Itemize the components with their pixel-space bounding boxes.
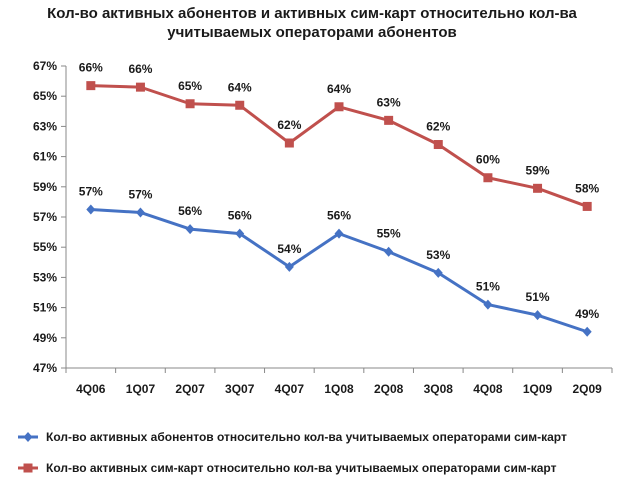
- series-1-point: [533, 310, 543, 321]
- y-tick-label: 57%: [33, 210, 57, 224]
- series-1-data-label: 53%: [426, 248, 450, 262]
- y-tick-label: 67%: [33, 59, 57, 73]
- chart-title-line-2: учитываемых операторами абонентов: [167, 24, 457, 41]
- series-1-point: [384, 246, 394, 257]
- series-2-data-label: 58%: [575, 181, 599, 195]
- y-tick-label: 59%: [33, 180, 57, 194]
- x-tick-label: 4Q06: [76, 382, 106, 396]
- y-tick-label: 55%: [33, 240, 57, 254]
- series-2-data-label: 62%: [277, 118, 301, 132]
- series-1-data-label: 54%: [277, 242, 301, 256]
- y-tick-label: 53%: [33, 270, 57, 284]
- series-1-point: [135, 207, 145, 218]
- chart-title: Кол-во активных абонентов и активных сим…: [0, 4, 624, 42]
- x-tick-label: 1Q07: [126, 382, 156, 396]
- series-1-point: [284, 261, 294, 272]
- x-tick-label: 2Q07: [175, 382, 205, 396]
- series-2-data-label: 66%: [128, 62, 152, 76]
- series-1-data-label: 51%: [476, 280, 500, 294]
- series-2-data-label: 66%: [79, 61, 103, 75]
- series-2-point: [185, 99, 195, 109]
- series-1-data-label: 57%: [79, 184, 103, 198]
- chart-title-line-1: Кол-во активных абонентов и активных сим…: [47, 5, 577, 22]
- series-2-point: [483, 173, 493, 183]
- series-2-data-label: 64%: [327, 82, 351, 96]
- x-tick-label: 3Q07: [225, 382, 255, 396]
- series-2-point: [582, 201, 592, 211]
- series-2-point: [384, 115, 394, 125]
- y-tick-label: 61%: [33, 150, 57, 164]
- series-2-data-label: 62%: [426, 120, 450, 134]
- x-tick-label: 4Q08: [473, 382, 503, 396]
- series-2-data-label: 64%: [228, 80, 252, 94]
- series-2-point: [334, 102, 344, 112]
- series-2-point: [86, 81, 96, 91]
- series-1-data-label: 56%: [228, 209, 252, 223]
- series-2-point: [135, 82, 145, 92]
- series-2-data-label: 63%: [377, 95, 401, 109]
- series-1-point: [235, 228, 245, 239]
- y-tick-label: 65%: [33, 89, 57, 103]
- series-2-data-label: 65%: [178, 79, 202, 93]
- series-2-point: [433, 140, 443, 150]
- series-1-data-label: 57%: [128, 187, 152, 201]
- legend-1-label: Кол-во активных абонентов относительно к…: [46, 430, 567, 444]
- x-tick-label: 2Q08: [374, 382, 404, 396]
- series-1-data-label: 56%: [178, 204, 202, 218]
- y-tick-label: 63%: [33, 119, 57, 133]
- x-tick-label: 2Q09: [573, 382, 603, 396]
- series-2-point: [235, 100, 245, 110]
- series-1-point: [433, 267, 443, 278]
- series-1-point: [334, 228, 344, 239]
- series-1-point: [86, 204, 96, 215]
- series-1-data-label: 51%: [526, 290, 550, 304]
- legend-1-marker: [23, 432, 33, 442]
- legend-2-label: Кол-во активных сим-карт относительно ко…: [46, 461, 557, 475]
- series-1-point: [483, 299, 493, 310]
- y-tick-label: 47%: [33, 361, 57, 375]
- x-tick-label: 1Q09: [523, 382, 553, 396]
- series-1-line: [90, 207, 588, 334]
- series-2-point: [533, 183, 543, 193]
- series-2-data-label: 60%: [476, 153, 500, 167]
- series-1-point: [582, 326, 592, 337]
- x-tick-label: 3Q08: [424, 382, 454, 396]
- series-1-point: [185, 224, 195, 235]
- series-1-data-label: 56%: [327, 209, 351, 223]
- series-2-data-label: 59%: [526, 163, 550, 177]
- x-tick-label: 4Q07: [275, 382, 305, 396]
- x-tick-label: 1Q08: [324, 382, 354, 396]
- series-1-data-label: 49%: [575, 307, 599, 321]
- series-2-point: [284, 138, 294, 148]
- y-tick-label: 49%: [33, 331, 57, 345]
- series-1-data-label: 55%: [377, 227, 401, 241]
- y-tick-label: 51%: [33, 301, 57, 315]
- legend-2-marker: [23, 463, 33, 473]
